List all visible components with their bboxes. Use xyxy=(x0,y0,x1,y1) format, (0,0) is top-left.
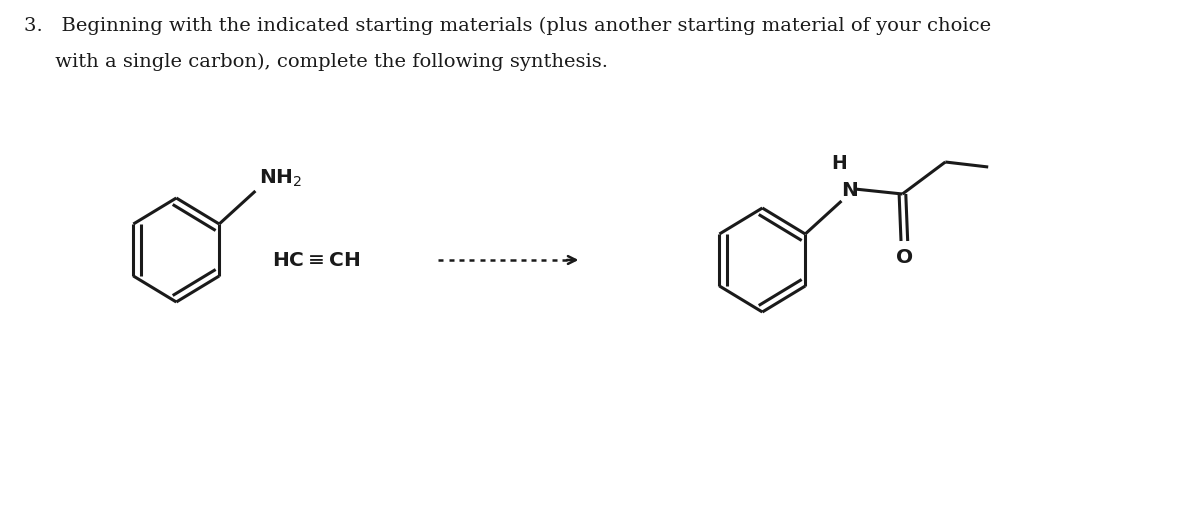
Text: N: N xyxy=(841,181,858,200)
Text: with a single carbon), complete the following synthesis.: with a single carbon), complete the foll… xyxy=(24,53,608,71)
Text: HC$\equiv$CH: HC$\equiv$CH xyxy=(271,250,360,270)
Text: O: O xyxy=(895,248,913,267)
Text: 3.   Beginning with the indicated starting materials (plus another starting mate: 3. Beginning with the indicated starting… xyxy=(24,17,991,35)
Text: NH$_2$: NH$_2$ xyxy=(259,168,302,189)
Text: H: H xyxy=(832,154,847,173)
